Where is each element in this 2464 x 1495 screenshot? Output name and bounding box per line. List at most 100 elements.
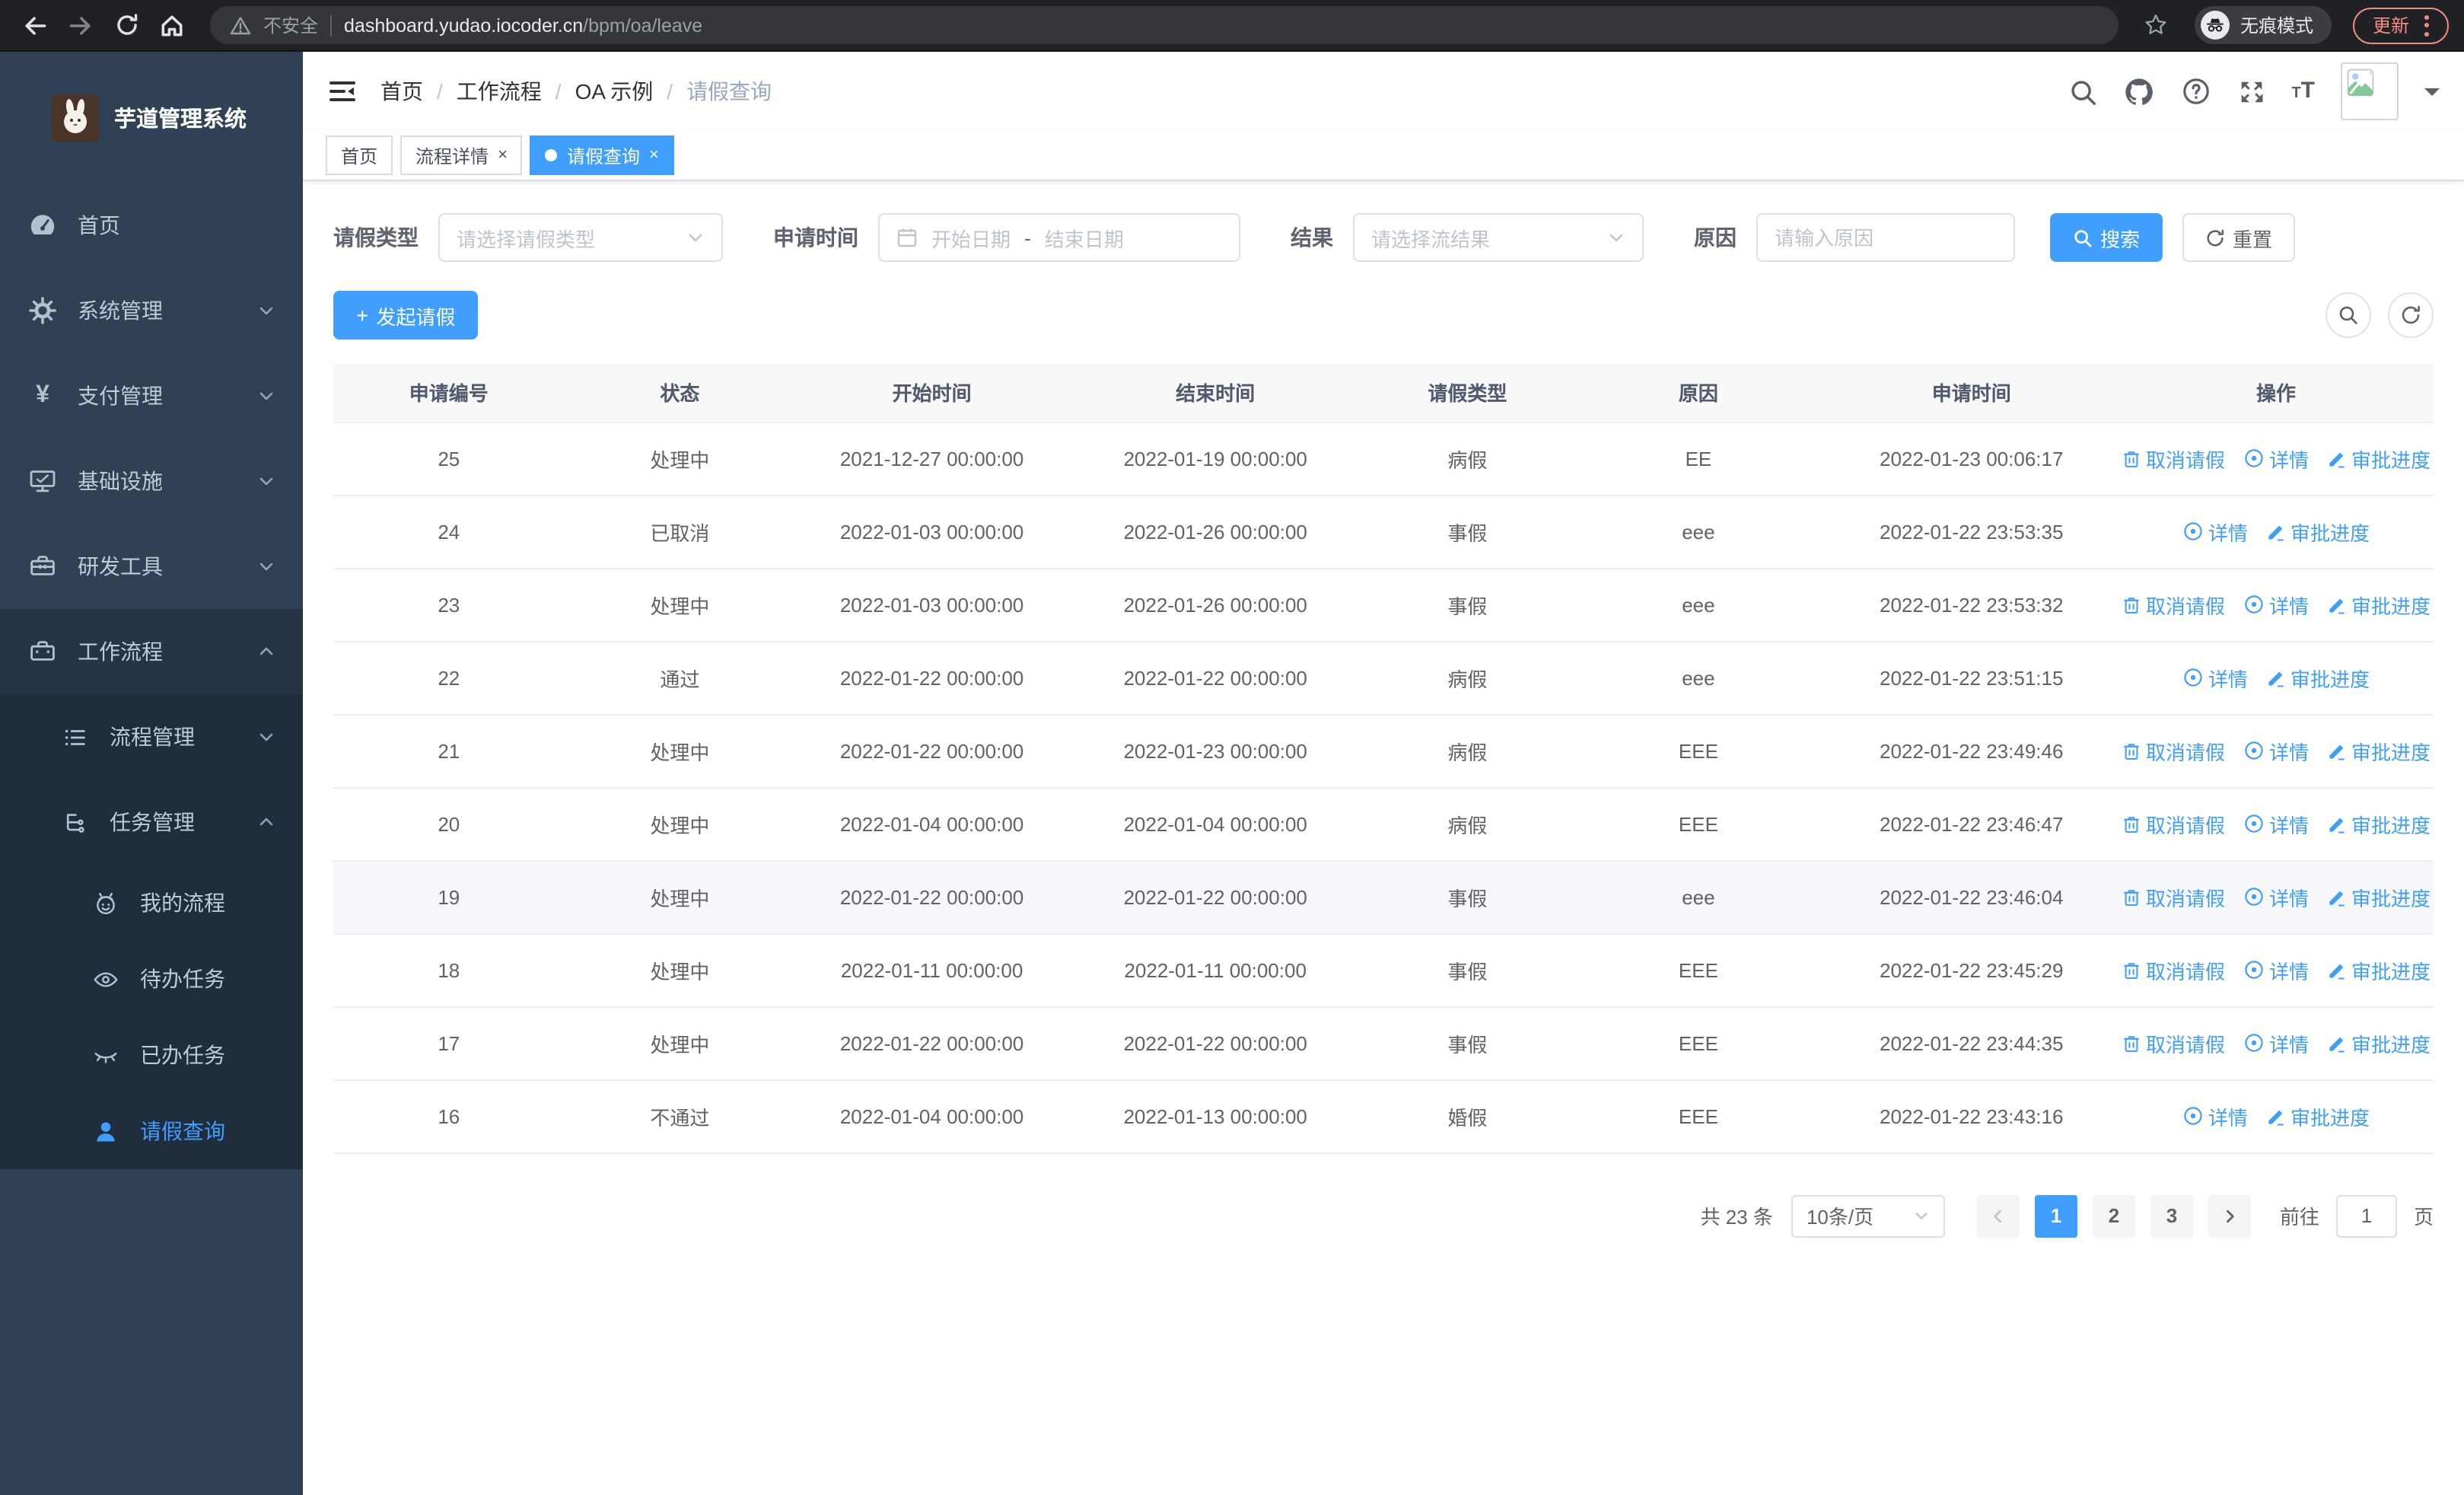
sidebar-item-my-processes[interactable]: 我的流程 xyxy=(0,865,303,941)
approval-progress-link[interactable]: 审批进度 xyxy=(2327,1028,2431,1057)
goto-page-input[interactable] xyxy=(2335,1194,2397,1237)
detail-link[interactable]: 详情 xyxy=(2182,517,2248,546)
approval-progress-label: 审批进度 xyxy=(2290,1106,2370,1129)
sidebar-item-workflow[interactable]: 工作流程 xyxy=(0,609,303,694)
cell-reason: eee xyxy=(1572,568,1825,642)
filter-label: 申请时间 xyxy=(773,225,858,250)
page-button-1[interactable]: 1 xyxy=(2034,1194,2077,1237)
sidebar-item-payment[interactable]: 支付管理 xyxy=(0,353,303,438)
search-button[interactable]: 搜索 xyxy=(2050,213,2163,262)
toggle-search-button[interactable] xyxy=(2326,292,2371,338)
refresh-table-button[interactable] xyxy=(2388,292,2434,338)
reason-input[interactable] xyxy=(1756,213,2015,262)
sidebar-item-devtools[interactable]: 研发工具 xyxy=(0,524,303,609)
chevron-down-icon xyxy=(257,472,275,490)
sidebar-item-process-mgmt[interactable]: 流程管理 xyxy=(0,694,303,779)
approval-progress-link[interactable]: 审批进度 xyxy=(2327,444,2431,473)
chevron-down-icon xyxy=(1913,1207,1930,1224)
sidebar-item-home[interactable]: 首页 xyxy=(0,183,303,268)
breadcrumb-item-oa-example[interactable]: OA 示例 xyxy=(575,79,654,104)
fullscreen-icon[interactable] xyxy=(2236,77,2265,106)
approval-progress-link[interactable]: 审批进度 xyxy=(2327,955,2431,984)
cancel-leave-link[interactable]: 取消请假 xyxy=(2122,1028,2225,1057)
github-icon[interactable] xyxy=(2122,75,2154,107)
security-label[interactable]: 不安全 xyxy=(263,15,319,37)
sidebar-item-todo-tasks[interactable]: 待办任务 xyxy=(0,941,303,1017)
approval-progress-link[interactable]: 审批进度 xyxy=(2327,809,2431,838)
detail-link[interactable]: 详情 xyxy=(2243,736,2309,765)
cancel-leave-link[interactable]: 取消请假 xyxy=(2122,444,2225,473)
url-bar[interactable]: 不安全 dashboard.yudao.iocoder.cn/bpm/oa/le… xyxy=(210,6,2119,44)
bookmark-star-icon[interactable] xyxy=(2137,5,2176,45)
approval-progress-link[interactable]: 审批进度 xyxy=(2327,736,2431,765)
help-icon[interactable] xyxy=(2180,76,2211,107)
eye-detail-icon xyxy=(2243,1032,2265,1054)
approval-progress-link[interactable]: 审批进度 xyxy=(2266,663,2370,692)
cell-apply-id: 24 xyxy=(333,495,565,569)
cancel-leave-label: 取消请假 xyxy=(2145,1033,2225,1056)
tab-process-detail[interactable]: 流程详情 × xyxy=(400,135,523,175)
cancel-leave-link[interactable]: 取消请假 xyxy=(2122,809,2225,838)
cell-actions: 取消请假 详情 审批进度 xyxy=(2118,1006,2434,1080)
detail-link[interactable]: 详情 xyxy=(2243,955,2309,984)
cancel-leave-link[interactable]: 取消请假 xyxy=(2122,882,2225,911)
approval-progress-link[interactable]: 审批进度 xyxy=(2327,590,2431,619)
cell-apply-time: 2022-01-22 23:53:32 xyxy=(1824,568,2119,642)
next-page-button[interactable] xyxy=(2208,1194,2251,1237)
sidebar-item-infrastructure[interactable]: 基础设施 xyxy=(0,438,303,524)
reload-icon[interactable] xyxy=(107,5,146,45)
app-frame: 芋道管理系统 首页 系统管理 支付管理 xyxy=(0,52,2464,1495)
avatar-caret-icon[interactable] xyxy=(2424,88,2440,104)
leave-type-select[interactable]: 请选择请假类型 xyxy=(438,213,723,262)
reset-button[interactable]: 重置 xyxy=(2182,213,2296,262)
cell-start-time: 2022-01-03 00:00:00 xyxy=(795,495,1068,569)
detail-link[interactable]: 详情 xyxy=(2182,663,2248,692)
date-range-input[interactable]: 开始日期 - 结束日期 xyxy=(878,213,1240,262)
sidebar-item-leave-query[interactable]: 请假查询 xyxy=(0,1093,303,1169)
close-icon[interactable]: × xyxy=(498,145,508,164)
browser-menu-icon[interactable] xyxy=(2424,14,2429,36)
forward-icon[interactable] xyxy=(61,5,100,45)
sidebar-item-system[interactable]: 系统管理 xyxy=(0,268,303,353)
page-size-select[interactable]: 10条/页 xyxy=(1791,1194,1945,1237)
breadcrumb-item-home[interactable]: 首页 xyxy=(380,79,423,104)
tab-leave-query[interactable]: 请假查询 × xyxy=(530,135,674,175)
font-size-icon[interactable] xyxy=(2291,78,2315,105)
detail-link[interactable]: 详情 xyxy=(2182,1101,2248,1130)
cancel-leave-link[interactable]: 取消请假 xyxy=(2122,955,2225,984)
avatar[interactable] xyxy=(2341,62,2399,120)
page-size-value: 10条/页 xyxy=(1806,1206,1874,1229)
page-button-3[interactable]: 3 xyxy=(2150,1194,2193,1237)
search-icon[interactable] xyxy=(2068,77,2096,106)
cell-apply-time: 2022-01-22 23:46:04 xyxy=(1824,860,2119,934)
create-leave-button[interactable]: 发起请假 xyxy=(333,291,479,339)
cancel-leave-link[interactable]: 取消请假 xyxy=(2122,590,2225,619)
prev-page-button[interactable] xyxy=(1976,1194,2020,1237)
page-button-2[interactable]: 2 xyxy=(2092,1194,2135,1237)
detail-link[interactable]: 详情 xyxy=(2243,882,2309,911)
back-icon[interactable] xyxy=(15,5,55,45)
security-warning-icon[interactable] xyxy=(230,14,251,36)
detail-link[interactable]: 详情 xyxy=(2243,444,2309,473)
url-text[interactable]: dashboard.yudao.iocoder.cn/bpm/oa/leave xyxy=(344,14,702,36)
chevron-down-icon xyxy=(257,301,275,320)
breadcrumb-item-workflow[interactable]: 工作流程 xyxy=(456,79,542,104)
sidebar-item-done-tasks[interactable]: 已办任务 xyxy=(0,1017,303,1093)
approval-progress-link[interactable]: 审批进度 xyxy=(2266,517,2370,546)
tab-home[interactable]: 首页 xyxy=(326,135,393,175)
chevron-down-icon xyxy=(257,387,275,405)
approval-progress-link[interactable]: 审批进度 xyxy=(2327,882,2431,911)
detail-link[interactable]: 详情 xyxy=(2243,809,2309,838)
sidebar-item-task-mgmt[interactable]: 任务管理 xyxy=(0,779,303,865)
result-select[interactable]: 请选择流结果 xyxy=(1353,213,1644,262)
cancel-leave-link[interactable]: 取消请假 xyxy=(2122,736,2225,765)
sidebar-logo-row[interactable]: 芋道管理系统 xyxy=(0,52,303,183)
home-icon[interactable] xyxy=(152,5,192,45)
eye-detail-icon xyxy=(2243,740,2265,761)
approval-progress-link[interactable]: 审批进度 xyxy=(2266,1101,2370,1130)
detail-link[interactable]: 详情 xyxy=(2243,1028,2309,1057)
close-icon[interactable]: × xyxy=(648,145,659,164)
browser-update-button[interactable]: 更新 xyxy=(2352,7,2449,43)
detail-link[interactable]: 详情 xyxy=(2243,590,2309,619)
sidebar-collapse-icon[interactable] xyxy=(327,76,358,107)
